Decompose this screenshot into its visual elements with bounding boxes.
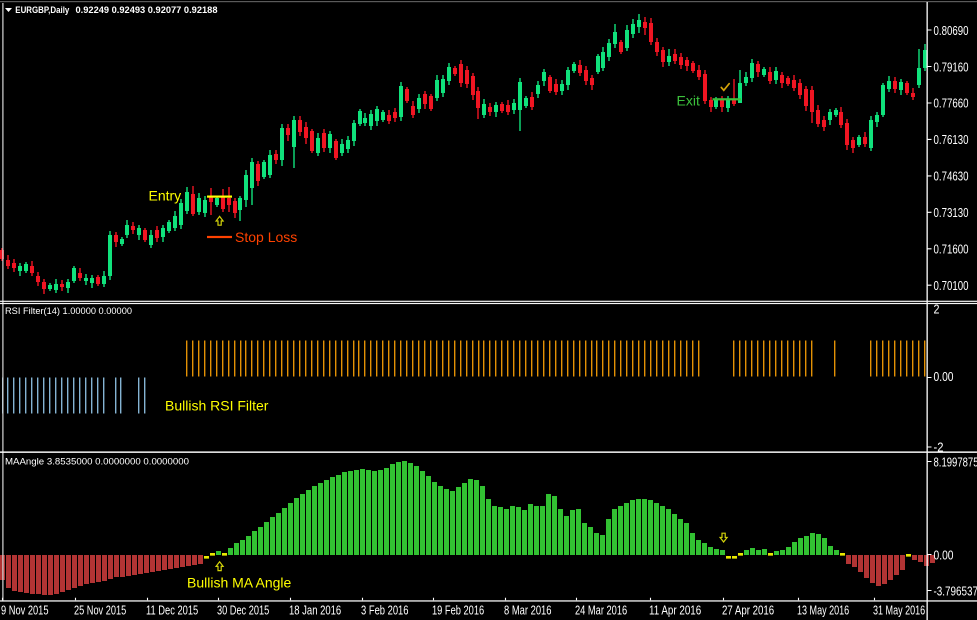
svg-text:0.80690: 0.80690 — [934, 23, 969, 38]
svg-text:EURGBP,Daily: EURGBP,Daily — [15, 5, 70, 16]
svg-text:11 Apr 2016: 11 Apr 2016 — [649, 603, 701, 618]
svg-text:0.79160: 0.79160 — [934, 59, 969, 74]
svg-text:8 Mar 2016: 8 Mar 2016 — [504, 603, 552, 618]
svg-text:0.70100: 0.70100 — [934, 278, 969, 293]
svg-text:Bullish MA Angle: Bullish MA Angle — [187, 574, 291, 590]
svg-text:0.00: 0.00 — [934, 369, 954, 384]
svg-text:11 Dec 2015: 11 Dec 2015 — [146, 603, 198, 618]
svg-text:0.73130: 0.73130 — [934, 205, 969, 220]
svg-text:0.92249 0.92493 0.92077 0.9218: 0.92249 0.92493 0.92077 0.92188 — [76, 5, 219, 16]
svg-text:9 Nov 2015: 9 Nov 2015 — [1, 603, 49, 618]
svg-text:24 Mar 2016: 24 Mar 2016 — [575, 603, 627, 618]
svg-text:2: 2 — [934, 302, 940, 317]
svg-text:0.00: 0.00 — [934, 547, 954, 562]
svg-text:Exit: Exit — [677, 92, 700, 108]
svg-text:MAAngle 3.8535000 0.0000000 0.: MAAngle 3.8535000 0.0000000 0.0000000 — [5, 457, 189, 468]
svg-text:25 Nov 2015: 25 Nov 2015 — [74, 603, 126, 618]
svg-text:0.77660: 0.77660 — [934, 96, 969, 111]
svg-text:18 Jan 2016: 18 Jan 2016 — [289, 603, 341, 618]
svg-text:31 May 2016: 31 May 2016 — [873, 603, 925, 618]
svg-text:Stop Loss: Stop Loss — [235, 229, 297, 245]
svg-text:-3.7965375: -3.7965375 — [934, 583, 977, 598]
svg-text:0.74630: 0.74630 — [934, 169, 969, 184]
svg-text:19 Feb 2016: 19 Feb 2016 — [432, 603, 484, 618]
svg-text:Bullish RSI Filter: Bullish RSI Filter — [165, 398, 269, 414]
svg-text:0.71600: 0.71600 — [934, 242, 969, 257]
svg-text:30 Dec 2015: 30 Dec 2015 — [217, 603, 269, 618]
svg-text:0.76130: 0.76130 — [934, 132, 969, 147]
svg-text:RSI Filter(14) 1.00000 0.00000: RSI Filter(14) 1.00000 0.00000 — [5, 306, 132, 317]
svg-text:Entry: Entry — [149, 188, 182, 204]
svg-text:27 Apr 2016: 27 Apr 2016 — [722, 603, 774, 618]
svg-text:13 May 2016: 13 May 2016 — [797, 603, 849, 618]
svg-text:8.1997875: 8.1997875 — [934, 454, 977, 469]
svg-text:3 Feb 2016: 3 Feb 2016 — [361, 603, 409, 618]
svg-text:-2: -2 — [934, 440, 944, 455]
